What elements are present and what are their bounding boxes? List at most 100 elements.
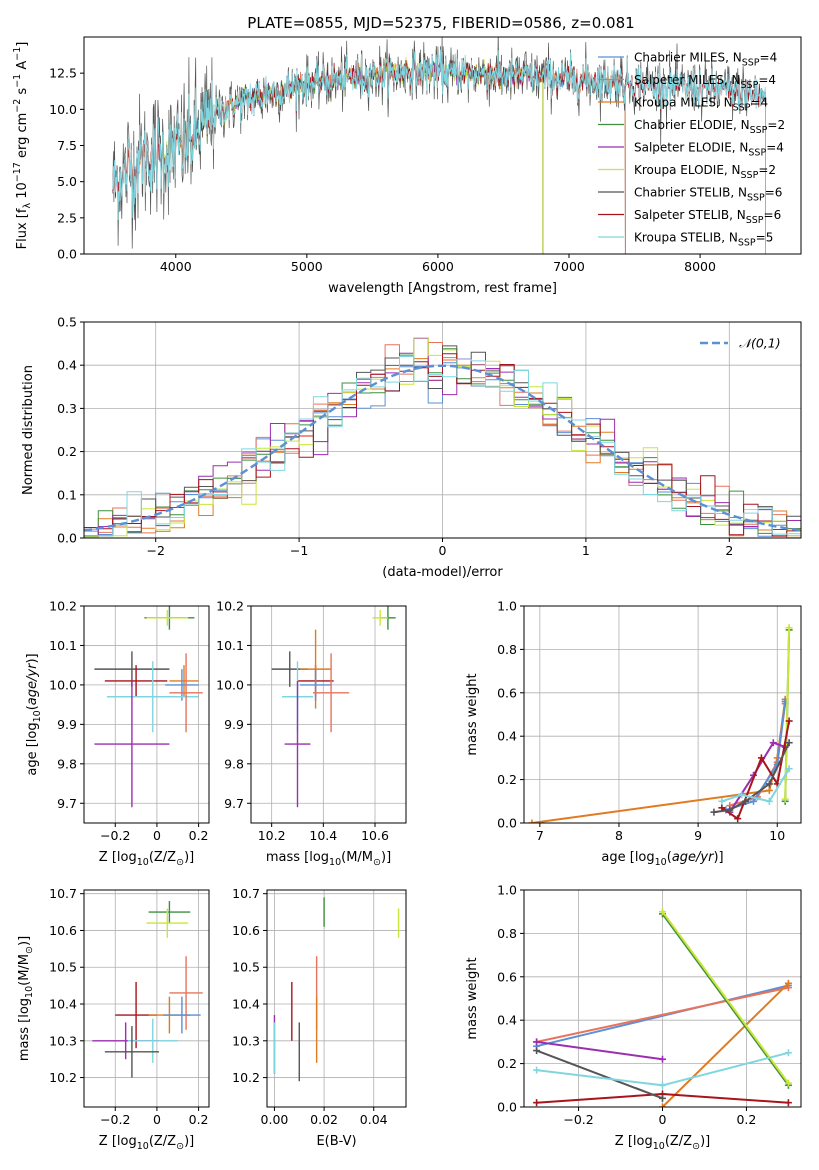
axes-frame [83, 605, 210, 824]
y-axis-label: mass weight [465, 957, 480, 1039]
y-tick-label: 9.9 [224, 717, 244, 732]
y-tick-label: 2.5 [57, 210, 77, 225]
y-tick-label: 10.4 [49, 997, 77, 1012]
panel-mass_vs_ebv: 0.00 0.02 0.04 10.2 10.3 10.4 10.5 10.6 10.7 E(B-… [232, 886, 407, 1149]
y-tick-label: 10.2 [232, 1070, 260, 1085]
y-tick-label: 12.5 [49, 66, 77, 81]
panel-age_vs_Z: −0.2 0 0.2 9.7 9.8 9.9 10.0 10.1 10.2 Z [log10(Z/… [25, 599, 210, 868]
x-tick-label: 7000 [553, 259, 585, 274]
plot-area-age_vs_Z [94, 606, 203, 808]
y-tick-label: 0.4 [57, 358, 77, 373]
x-tick-label: 2 [725, 543, 733, 558]
plot-area-massweight_vs_Z [533, 908, 792, 1107]
normal-curve [84, 364, 801, 532]
y-tick-label: 0.0 [497, 816, 517, 831]
axes-frame [523, 605, 802, 824]
histogram-step [84, 356, 801, 537]
plot-area-massweight_vs_age [528, 624, 793, 823]
y-axis-label: age [log10(age/yr)] [25, 653, 43, 775]
x-axis-label: Z [log10(Z/Z⊙)] [99, 1134, 194, 1152]
x-axis-label: E(B-V) [316, 1134, 356, 1149]
panel-residuals: −2 −1 0 1 2 0.0 0.1 0.2 0.3 0.4 0.5 (data-model)/er… [21, 315, 802, 580]
y-tick-label: 1.0 [497, 599, 517, 614]
x-tick-label: 0.02 [310, 1112, 338, 1127]
y-tick-label: 0.2 [497, 772, 517, 787]
y-axis-label: mass [log10(M/M⊙)] [17, 936, 35, 1061]
y-tick-label: 0.6 [497, 969, 517, 984]
y-tick-label: 10.1 [49, 638, 77, 653]
y-axis-label: mass weight [465, 673, 480, 755]
y-tick-label: 10.0 [49, 102, 77, 117]
x-tick-label: 0 [439, 543, 447, 558]
x-tick-label: 5000 [291, 259, 323, 274]
plot-area-age_vs_mass [271, 606, 396, 808]
legend-label: Chabrier MILES, NSSP=4 [634, 51, 777, 69]
y-tick-label: 10.4 [232, 997, 260, 1012]
y-tick-label: 0.0 [497, 1100, 517, 1115]
legend-label: Chabrier STELIB, NSSP=6 [634, 186, 782, 204]
legend-label: 𝒩(0,1) [739, 336, 781, 351]
x-tick-label: 4000 [160, 259, 192, 274]
panel-mass_vs_Z: −0.2 0 0.2 10.2 10.3 10.4 10.5 10.6 10.7 Z [log10… [17, 886, 210, 1152]
legend-label: Salpeter STELIB, NSSP=6 [634, 208, 781, 226]
plot-area-mass_vs_ebv [273, 897, 400, 1082]
plot-area-spectrum [112, 37, 766, 254]
x-tick-label: 0.2 [189, 828, 209, 843]
y-axis-label: Flux [fλ 10−17 erg cm−2 s−1 A−1] [12, 42, 33, 250]
legend-label: Salpeter ELODIE, NSSP=4 [634, 141, 784, 159]
mass-weight-line [536, 1049, 663, 1100]
x-axis-label: wavelength [Angstrom, rest frame] [328, 281, 557, 296]
x-tick-label: 10 [769, 828, 785, 843]
axes-frame [83, 889, 210, 1108]
y-tick-label: 7.5 [57, 138, 77, 153]
x-tick-label: −1 [290, 543, 308, 558]
panel-massweight_vs_age: 7 8 9 10 0.0 0.2 0.4 0.6 0.8 1.0 age [log10(age/yr… [465, 599, 802, 868]
mass-weight-line [721, 768, 790, 803]
spectrum-legend: Chabrier MILES, NSSP=4 Salpeter MILES, NS… [598, 51, 785, 249]
x-tick-label: −0.2 [100, 1112, 130, 1127]
y-tick-label: 0.4 [497, 1013, 517, 1028]
axes-frame [250, 605, 407, 824]
legend-label: Kroupa MILES, NSSP=4 [634, 96, 768, 114]
y-tick-label: 0.0 [57, 247, 77, 262]
x-tick-label: 0 [153, 828, 161, 843]
panel-spectrum: 4000 5000 6000 7000 8000 0.0 2.5 5.0 7.5 10.0 12.5… [12, 36, 802, 296]
y-tick-label: 9.7 [224, 796, 244, 811]
x-axis-label: mass [log10(M/M⊙)] [266, 850, 391, 868]
x-tick-label: 0.2 [736, 1112, 756, 1127]
y-tick-label: 0.8 [497, 642, 517, 657]
x-tick-label: 0.00 [261, 1112, 289, 1127]
figure-title: PLATE=0855, MJD=52375, FIBERID=0586, z=0… [247, 14, 634, 32]
mass-weight-line [661, 982, 790, 1107]
x-tick-label: 7 [536, 828, 544, 843]
mass-weight-line [536, 1040, 663, 1061]
y-tick-label: 10.3 [49, 1033, 77, 1048]
x-tick-label: −0.2 [100, 828, 130, 843]
y-tick-label: 10.5 [49, 960, 77, 975]
y-tick-label: 10.1 [216, 638, 244, 653]
x-tick-label: 6000 [422, 259, 454, 274]
x-tick-label: 1 [582, 543, 590, 558]
legend-label: Chabrier ELODIE, NSSP=2 [634, 118, 785, 136]
x-tick-label: −0.2 [563, 1112, 593, 1127]
y-tick-label: 5.0 [57, 174, 77, 189]
y-tick-label: 0.3 [57, 401, 77, 416]
panel-age_vs_mass: 10.2 10.4 10.6 9.7 9.8 9.9 10.0 10.1 10.2 mass [l… [216, 599, 407, 868]
x-axis-label: age [log10(age/yr)] [601, 850, 723, 868]
y-axis-label: Normed distribution [21, 365, 36, 495]
y-tick-label: 10.6 [49, 923, 77, 938]
x-tick-label: 10.6 [361, 828, 389, 843]
y-tick-label: 0.4 [497, 729, 517, 744]
y-tick-label: 0.1 [57, 487, 77, 502]
plot-area-mass_vs_Z [92, 901, 203, 1078]
x-tick-label: 8 [615, 828, 623, 843]
mass-weight-line [536, 986, 789, 1043]
legend-label: Salpeter MILES, NSSP=4 [634, 73, 776, 91]
y-tick-label: 10.0 [49, 677, 77, 692]
legend-label: Kroupa ELODIE, NSSP=2 [634, 163, 776, 181]
mass-weight-line [536, 984, 789, 1048]
y-tick-label: 10.5 [232, 960, 260, 975]
x-tick-label: 0.2 [189, 1112, 209, 1127]
y-tick-label: 0.2 [497, 1056, 517, 1071]
